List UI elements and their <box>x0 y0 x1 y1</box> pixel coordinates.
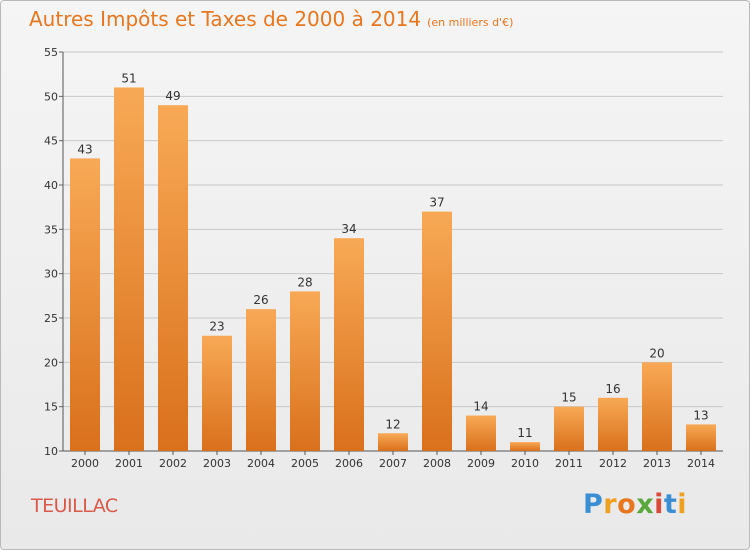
bar <box>246 309 276 451</box>
bar <box>642 362 672 451</box>
x-tick-label: 2003 <box>203 457 231 470</box>
bar <box>422 211 452 451</box>
bar <box>466 415 496 451</box>
logo-letter: i <box>654 489 664 520</box>
value-label: 49 <box>165 89 180 103</box>
y-tick-label: 15 <box>44 401 58 414</box>
x-tick-label: 2008 <box>423 457 451 470</box>
value-label: 15 <box>561 391 576 405</box>
value-label: 14 <box>473 400 488 414</box>
commune-name: TEUILLAC <box>31 495 118 517</box>
y-tick-label: 50 <box>44 90 58 103</box>
bar <box>114 87 144 451</box>
logo-letter: x <box>636 489 655 520</box>
logo-letter: P <box>583 489 604 520</box>
value-label: 34 <box>341 222 356 236</box>
x-tick-label: 2013 <box>643 457 671 470</box>
bar <box>554 406 584 451</box>
logo-letter: r <box>603 489 618 520</box>
bar <box>378 433 408 451</box>
value-labels: 43 51 49 23 26 28 34 12 37 14 11 15 16 20 13 <box>77 71 708 440</box>
bar <box>70 158 100 451</box>
bar <box>158 105 188 451</box>
bar <box>202 335 232 451</box>
y-tick-label: 40 <box>44 179 58 192</box>
y-tick-label: 45 <box>44 135 58 148</box>
x-tick-label: 2014 <box>687 457 715 470</box>
value-label: 26 <box>253 293 268 307</box>
bar <box>686 424 716 451</box>
x-tick-label: 2006 <box>335 457 363 470</box>
x-tick-label: 2010 <box>511 457 539 470</box>
chart-title-unit: (en milliers d'€) <box>427 16 514 29</box>
chart-title-text: Autres Impôts et Taxes de 2000 à 2014 <box>29 7 422 31</box>
value-label: 16 <box>605 382 620 396</box>
value-label: 13 <box>693 408 708 422</box>
logo-letter: o <box>617 489 637 520</box>
y-tick-label: 25 <box>44 312 58 325</box>
x-tick-label: 2012 <box>599 457 627 470</box>
x-tick-label: 2004 <box>247 457 275 470</box>
value-label: 43 <box>77 142 92 156</box>
x-tick-label: 2011 <box>555 457 583 470</box>
chart-title: Autres Impôts et Taxes de 2000 à 2014 (en… <box>29 7 513 31</box>
bar <box>334 238 364 451</box>
y-tick-label: 30 <box>44 268 58 281</box>
bar <box>290 291 320 451</box>
logo-letter: i <box>677 489 688 520</box>
proxiti-logo: Proxiti <box>583 489 687 520</box>
x-tick-label: 2007 <box>379 457 407 470</box>
value-label: 28 <box>297 275 312 289</box>
x-tick-label: 2005 <box>291 457 319 470</box>
tick-labels: 10 15 20 25 30 35 40 45 50 55 2000 2001 2002 2003 2004… <box>44 46 715 470</box>
value-label: 11 <box>517 426 532 440</box>
value-label: 23 <box>209 320 224 334</box>
x-tick-label: 2001 <box>115 457 143 470</box>
bar <box>598 397 628 451</box>
y-tick-label: 20 <box>44 356 58 369</box>
value-label: 20 <box>649 346 664 360</box>
value-label: 51 <box>121 71 136 85</box>
value-label: 12 <box>385 417 400 431</box>
bars <box>70 87 716 451</box>
y-tick-label: 55 <box>44 46 58 59</box>
x-tick-label: 2009 <box>467 457 495 470</box>
y-tick-label: 10 <box>44 445 58 458</box>
x-tick-label: 2000 <box>71 457 99 470</box>
x-tick-label: 2002 <box>159 457 187 470</box>
bar <box>510 442 540 451</box>
logo-letter: t <box>663 489 678 520</box>
value-label: 37 <box>429 196 444 210</box>
y-tick-label: 35 <box>44 223 58 236</box>
